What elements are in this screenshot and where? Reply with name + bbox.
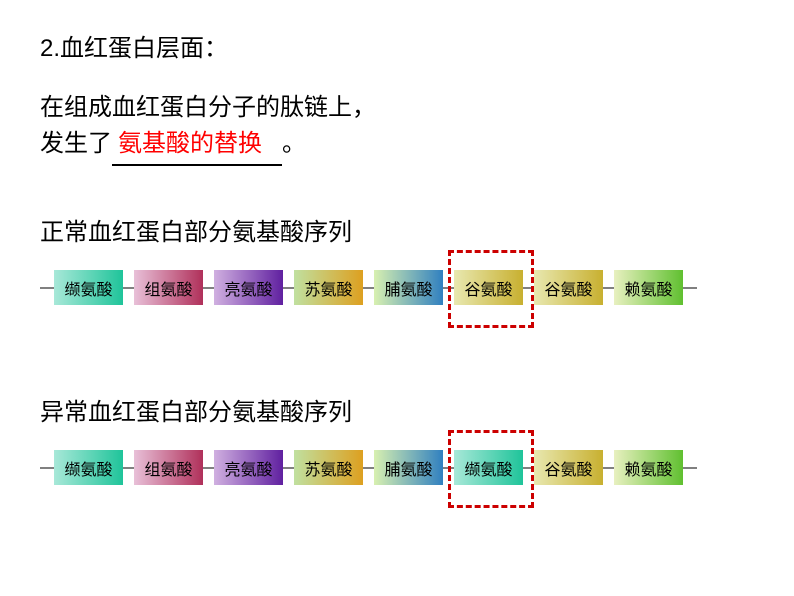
amino-acid-box: 亮氨酸 [214, 450, 283, 485]
sequence2-title: 异常血红蛋白部分氨基酸序列 [40, 392, 352, 427]
connector [283, 287, 294, 289]
connector [683, 467, 697, 469]
intro-text: 在组成血红蛋白分子的肽链上， 发生了氨基酸的替换。 [40, 90, 376, 166]
sequence1-title: 正常血红蛋白部分氨基酸序列 [40, 212, 352, 247]
amino-acid-box: 缬氨酸 [54, 450, 123, 485]
amino-acid-box: 缬氨酸 [454, 450, 523, 485]
connector [40, 287, 54, 289]
intro-suffix: 。 [282, 130, 306, 157]
connector [443, 287, 454, 289]
amino-acid-box: 脯氨酸 [374, 270, 443, 305]
amino-acid-box: 赖氨酸 [614, 450, 683, 485]
amino-acid-box: 谷氨酸 [534, 270, 603, 305]
sequence1: 缬氨酸组氨酸亮氨酸苏氨酸脯氨酸谷氨酸谷氨酸赖氨酸 [40, 270, 697, 305]
amino-acid-box: 脯氨酸 [374, 450, 443, 485]
amino-acid-box: 组氨酸 [134, 450, 203, 485]
amino-acid-box: 苏氨酸 [294, 450, 363, 485]
connector [203, 287, 214, 289]
amino-acid-box: 缬氨酸 [54, 270, 123, 305]
connector [123, 287, 134, 289]
amino-acid-box: 亮氨酸 [214, 270, 283, 305]
connector [363, 467, 374, 469]
connector [603, 467, 614, 469]
amino-acid-box: 谷氨酸 [534, 450, 603, 485]
section-heading: 2.血红蛋白层面： [40, 28, 228, 63]
amino-acid-box: 苏氨酸 [294, 270, 363, 305]
intro-prefix: 发生了 [40, 130, 112, 157]
intro-line1: 在组成血红蛋白分子的肽链上， [40, 90, 376, 126]
intro-line2: 发生了氨基酸的替换。 [40, 126, 376, 166]
connector [683, 287, 697, 289]
connector [363, 287, 374, 289]
connector [123, 467, 134, 469]
connector [40, 467, 54, 469]
amino-acid-box: 组氨酸 [134, 270, 203, 305]
connector [523, 467, 534, 469]
connector [283, 467, 294, 469]
connector [443, 467, 454, 469]
connector [603, 287, 614, 289]
amino-acid-box: 谷氨酸 [454, 270, 523, 305]
connector [203, 467, 214, 469]
intro-underline: 氨基酸的替换 [112, 126, 282, 166]
amino-acid-box: 赖氨酸 [614, 270, 683, 305]
sequence2: 缬氨酸组氨酸亮氨酸苏氨酸脯氨酸缬氨酸谷氨酸赖氨酸 [40, 450, 697, 485]
connector [523, 287, 534, 289]
